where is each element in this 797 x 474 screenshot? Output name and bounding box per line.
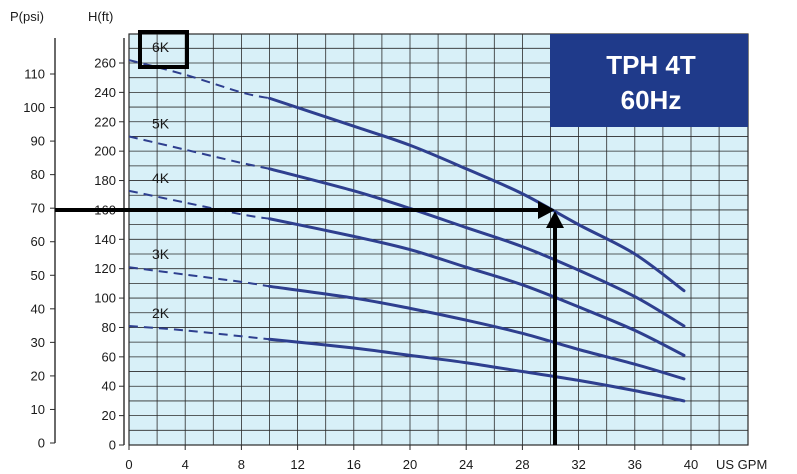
x-tick-label: 24 [459,457,473,472]
curve-6k-dashed [129,59,270,100]
curve-label-2k: 2K [152,305,170,321]
ft-tick-label: 0 [109,438,116,453]
x-tick-label: 16 [347,457,361,472]
psi-axis-title: P(psi) [10,9,44,24]
curve-label-3k: 3K [152,246,170,262]
ft-tick-label: 40 [102,379,116,394]
vertical-arrowhead [546,211,564,228]
ft-tick-label: 20 [102,408,116,423]
title-badge: TPH 4T 60Hz [550,34,748,127]
curve-label-6k: 6K [152,39,170,55]
psi-tick-label: 100 [23,100,45,115]
x-tick-label: 28 [515,457,529,472]
plot-border [128,33,749,446]
psi-tick-label: 0 [38,436,45,451]
ft-tick-label: 220 [94,114,116,129]
ft-ticks: 020406080100120140160180200220240260 [94,56,124,453]
curve-labels: 6K 5K 4K 3K 2K [152,39,170,321]
curves [129,59,686,403]
x-tick-label: 36 [628,457,642,472]
curve-3k-solid [268,284,686,381]
ft-tick-label: 80 [102,320,116,335]
psi-tick-label: 30 [31,335,45,350]
curve-2k-solid [268,337,686,403]
title-line-1: TPH 4T [606,50,696,80]
curve-5k-solid [268,167,686,328]
psi-tick-label: 110 [24,67,45,82]
ft-tick-label: 260 [94,56,116,71]
ft-tick-label: 240 [94,85,116,100]
curve-label-4k: 4K [152,170,170,186]
ft-tick-label: 100 [94,291,116,306]
psi-tick-label: 90 [31,134,45,149]
x-tick-label: 32 [571,457,585,472]
psi-ticks: 0 10 20 30 40 50 60 70 80 90 100 110 [23,67,55,451]
title-badge-bg [550,34,748,127]
x-tick-label: 0 [125,457,132,472]
psi-tick-label: 40 [31,301,45,316]
x-tick-label: 4 [182,457,189,472]
ft-tick-label: 180 [94,173,116,188]
ft-tick-label: 140 [94,232,116,247]
horizontal-arrowhead [538,201,555,219]
ft-tick-label: 120 [94,261,116,276]
curve-label-5k: 5K [152,115,170,131]
x-ticks: 0 4 8 12 16 20 24 28 32 36 40 [125,445,698,472]
psi-tick-label: 50 [31,268,45,283]
x-tick-label: 12 [290,457,304,472]
curve-6k-solid [268,96,686,293]
highlight-box-6k [138,30,189,69]
psi-tick-label: 20 [31,368,45,383]
psi-tick-label: 10 [31,402,45,417]
left-axes: 0 10 20 30 40 50 60 70 80 90 100 110 0 20 40 60 80 100 12… [10,9,125,453]
ft-axis-title: H(ft) [88,9,113,24]
x-tick-label: 40 [684,457,698,472]
title-line-2: 60Hz [621,85,682,115]
x-axis-title: US GPM [716,457,767,472]
curve-4k-solid [268,217,686,357]
ft-tick-label: 60 [102,349,116,364]
psi-tick-label: 70 [31,201,45,216]
psi-tick-label: 60 [31,234,45,249]
psi-tick-label: 80 [31,167,45,182]
ft-tick-label: 200 [94,144,116,159]
x-tick-label: 20 [403,457,417,472]
operating-point-arrows [55,201,564,445]
x-tick-label: 8 [238,457,245,472]
